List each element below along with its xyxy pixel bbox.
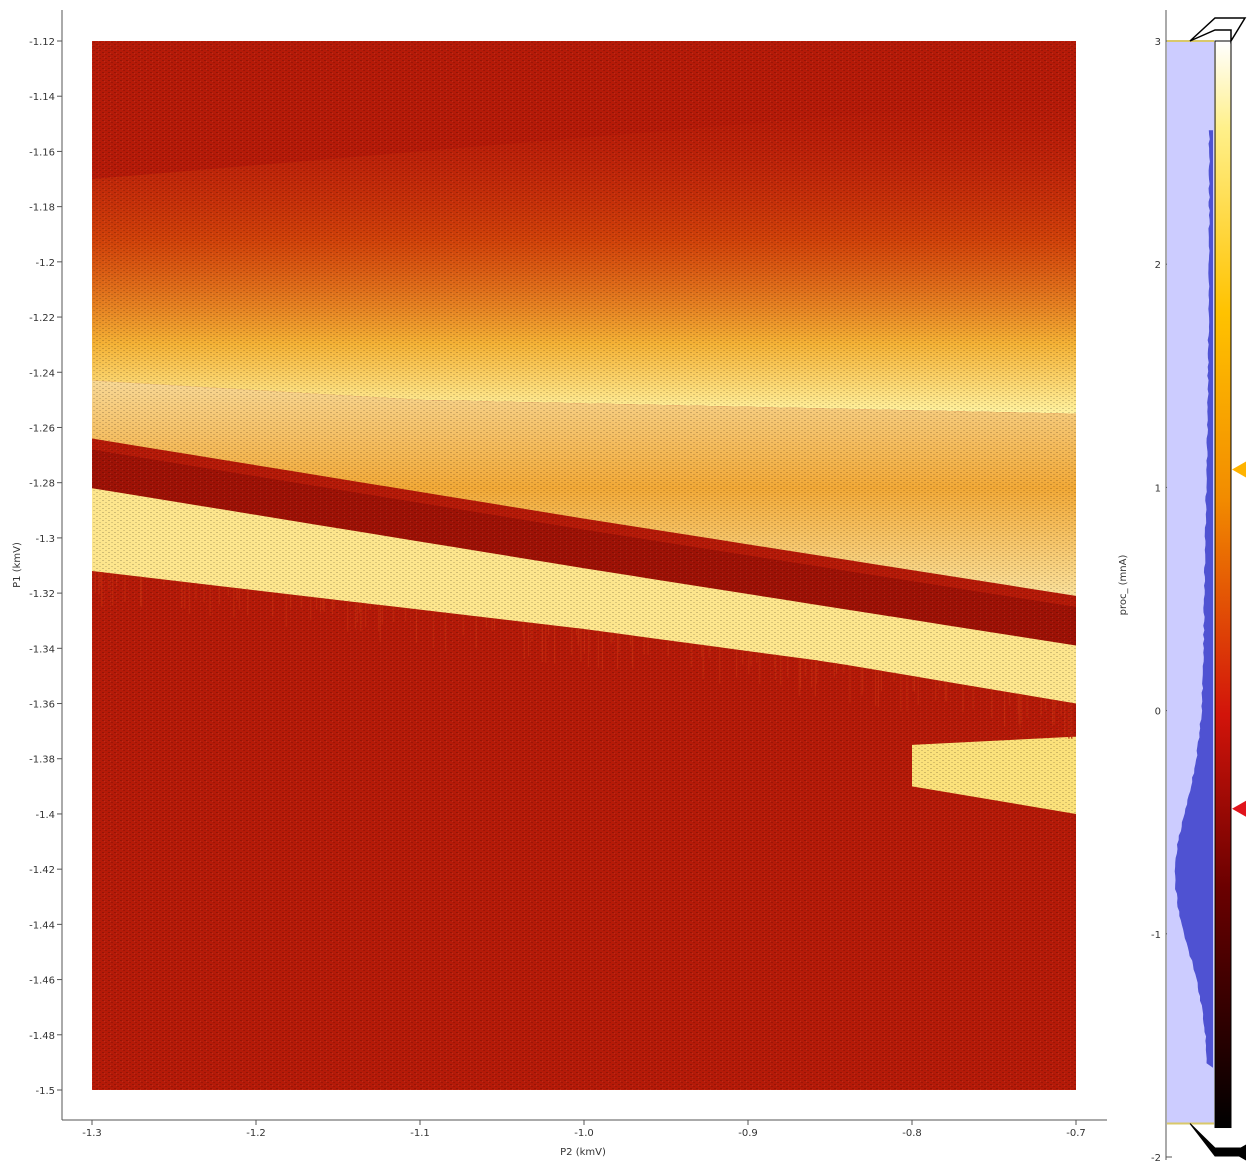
histogram-tick-label: 0: [1155, 707, 1161, 718]
y-tick-label: -1.44: [29, 920, 55, 931]
y-tick-label: -1.22: [29, 313, 55, 324]
y-tick-label: -1.28: [29, 479, 55, 490]
y-tick-label: -1.26: [29, 423, 55, 434]
y-tick-label: -1.18: [29, 203, 55, 214]
y-tick-label: -1.38: [29, 755, 55, 766]
y-tick-label: -1.46: [29, 976, 55, 987]
x-tick-label: -0.9: [738, 1128, 758, 1139]
y-tick-label: -1.24: [29, 368, 55, 379]
colorbar-marker: [1232, 1145, 1246, 1161]
heatmap-image: [92, 41, 1076, 1090]
histogram-tick-label: 3: [1155, 37, 1161, 48]
noise-texture: [92, 41, 1076, 1090]
x-tick-label: -1.0: [574, 1128, 594, 1139]
colorbar-gradient: [1215, 41, 1231, 1128]
x-tick-label: -1.3: [82, 1128, 102, 1139]
y-tick-label: -1.48: [29, 1031, 55, 1042]
x-tick-label: -0.7: [1066, 1128, 1086, 1139]
y-tick-label: -1.5: [35, 1086, 55, 1097]
y-tick-label: -1.12: [29, 37, 55, 48]
y-tick-label: -1.42: [29, 865, 55, 876]
x-axis-label: P2 (kmV): [560, 1147, 606, 1158]
y-tick-label: -1.14: [29, 92, 55, 103]
y-tick-label: -1.34: [29, 644, 55, 655]
y-tick-label: -1.4: [35, 810, 55, 821]
histogram-tick-label: -2: [1151, 1153, 1161, 1164]
histogram-tick-label: -1: [1151, 930, 1161, 941]
x-tick-label: -1.2: [246, 1128, 266, 1139]
colorbar-label: proc_ (mnA): [1118, 555, 1129, 616]
x-tick-label: -0.8: [902, 1128, 922, 1139]
y-tick-label: -1.32: [29, 589, 55, 600]
y-tick-label: -1.2: [35, 258, 55, 269]
y-tick-label: -1.16: [29, 147, 55, 158]
x-tick-label: -1.1: [410, 1128, 430, 1139]
y-tick-label: -1.3: [35, 534, 55, 545]
colorbar-marker: [1232, 801, 1246, 817]
y-axis-label: P1 (kmV): [12, 542, 23, 588]
colorbar-marker: [1232, 462, 1246, 478]
colorbar-top-handle: [1190, 18, 1245, 41]
histogram-tick-label: 2: [1155, 260, 1161, 271]
histogram-tick-label: 1: [1155, 483, 1161, 494]
level-histogram: 3 2 1 0 -1 -2: [1151, 10, 1214, 1164]
y-tick-label: -1.36: [29, 700, 55, 711]
